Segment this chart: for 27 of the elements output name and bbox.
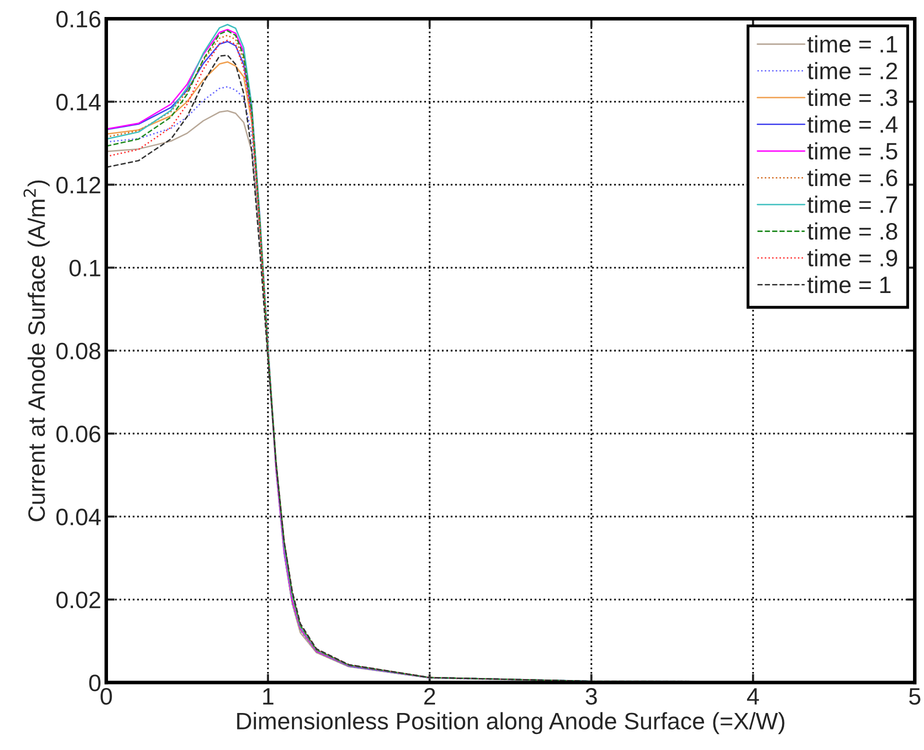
y-tick-label: 0.08 [56, 342, 100, 360]
y-axis-title: Current at Anode Surface (A/m$^{2}$) [23, 180, 50, 522]
legend-label: time = .3 [807, 88, 898, 106]
x-tick-label: 1 [263, 688, 274, 704]
x-tick-label: 4 [747, 688, 759, 704]
y-tick-label: 0.16 [56, 10, 100, 28]
legend-label: time = .8 [807, 222, 898, 240]
x-axis-title: Dimensionless Position along Anode Surface (=X/W) [237, 712, 784, 734]
y-tick-label: 0.1 [70, 260, 100, 276]
legend-label: time = .4 [807, 115, 898, 133]
y-tick-label: 0.04 [56, 508, 101, 526]
x-tick-label: 0 [100, 688, 112, 705]
legend-label: time = .1 [807, 35, 898, 53]
x-tick-label: 3 [586, 688, 597, 705]
y-tick-label: 0.12 [56, 176, 100, 194]
x-tick-label: 2 [424, 688, 436, 704]
y-tick-label: 0.14 [56, 94, 101, 111]
legend-label: time = 1 [807, 276, 891, 294]
legend-label: time = .6 [807, 168, 898, 186]
legend-label: time = .2 [807, 62, 898, 80]
x-tick-label: 5 [909, 688, 920, 705]
legend-label: time = .5 [807, 142, 898, 160]
legend-label: time = .7 [807, 196, 898, 214]
legend-label: time = .9 [807, 249, 898, 266]
y-tick-label: 0 [89, 674, 100, 692]
y-tick-label: 0.02 [56, 592, 100, 608]
y-tick-label: 0.06 [56, 426, 100, 442]
